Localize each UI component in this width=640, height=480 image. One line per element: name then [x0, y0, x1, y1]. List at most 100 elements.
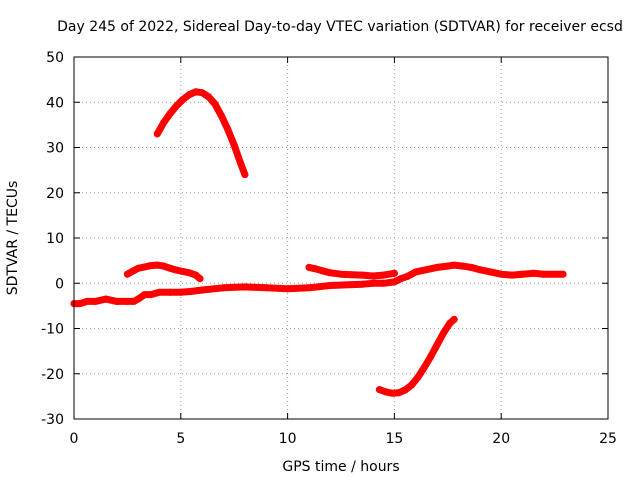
y-axis-label: SDTVAR / TECUs — [5, 181, 21, 296]
data-point — [284, 285, 292, 293]
y-tick-label: -20 — [41, 367, 64, 383]
data-point — [427, 353, 435, 361]
chart-title: Day 245 of 2022, Sidereal Day-to-day VTE… — [57, 19, 623, 35]
data-point — [305, 284, 313, 292]
data-point — [192, 88, 200, 96]
data-point — [173, 266, 180, 274]
data-point — [217, 112, 225, 120]
data-point — [179, 96, 187, 103]
data-point — [358, 280, 366, 288]
data-point — [497, 270, 505, 278]
data-point — [422, 266, 430, 274]
data-point — [147, 262, 155, 270]
data-point — [412, 268, 420, 276]
data-point — [397, 275, 405, 283]
data-point — [153, 261, 161, 269]
data-point — [348, 281, 356, 289]
data-point — [211, 100, 219, 108]
data-point — [123, 270, 131, 278]
data-point — [408, 381, 415, 389]
y-tick-label: 50 — [46, 50, 64, 66]
data-point — [153, 130, 161, 138]
data-point — [358, 271, 366, 279]
data-point — [433, 263, 441, 271]
x-axis-label: GPS time / hours — [282, 459, 399, 475]
series-arc-3 — [153, 88, 249, 179]
data-point — [559, 270, 567, 278]
data-series — [70, 88, 567, 397]
data-point — [160, 262, 168, 270]
data-point — [551, 270, 559, 278]
x-tick-label: 25 — [599, 431, 617, 447]
data-point — [177, 288, 185, 296]
data-point — [102, 295, 110, 303]
data-point — [326, 269, 334, 277]
y-tick-label: -10 — [41, 322, 64, 338]
data-point — [83, 297, 91, 305]
data-point — [318, 267, 326, 275]
data-point — [348, 271, 356, 279]
data-point — [241, 171, 249, 179]
data-point — [311, 265, 319, 273]
data-point — [476, 266, 484, 274]
data-point — [134, 264, 142, 272]
data-point — [382, 388, 390, 396]
data-point — [141, 263, 148, 271]
data-point — [450, 261, 458, 269]
data-point — [459, 262, 467, 270]
y-tick-label: 40 — [46, 95, 64, 111]
grid — [74, 57, 608, 419]
data-point — [123, 297, 131, 305]
data-point — [166, 264, 174, 272]
data-point — [508, 271, 516, 279]
data-point — [262, 284, 270, 292]
data-point — [198, 89, 206, 97]
data-point — [326, 282, 334, 289]
data-point — [420, 363, 428, 371]
x-tick-label: 15 — [385, 431, 403, 447]
data-point — [166, 288, 174, 296]
data-point — [220, 284, 227, 292]
x-tick-label: 20 — [492, 431, 510, 447]
y-tick-label: 30 — [46, 141, 64, 157]
data-point — [155, 288, 163, 296]
data-point — [188, 287, 195, 295]
data-point — [237, 159, 245, 167]
data-point — [305, 263, 313, 271]
data-point — [450, 315, 458, 323]
data-point — [147, 291, 155, 299]
axes: 0 5 10 15 20 25 -30 -20 -10 0 10 20 30 40 50 — [41, 50, 617, 447]
data-point — [433, 341, 441, 349]
data-point — [76, 300, 84, 308]
x-tick-label: 5 — [176, 431, 185, 447]
data-point — [414, 373, 422, 381]
data-point — [390, 269, 398, 277]
data-point — [388, 389, 396, 397]
data-point — [160, 119, 168, 127]
data-point — [141, 291, 148, 299]
y-tick-label: 0 — [55, 276, 64, 292]
data-point — [380, 271, 388, 279]
y-tick-label: 20 — [46, 186, 64, 202]
x-tick-label: 10 — [279, 431, 297, 447]
data-point — [375, 386, 383, 394]
data-point — [91, 297, 99, 305]
data-point — [230, 141, 238, 149]
data-point — [444, 262, 452, 270]
data-point — [166, 110, 174, 118]
data-point — [185, 91, 193, 99]
data-point — [134, 295, 142, 303]
data-point — [395, 389, 403, 397]
data-point — [403, 273, 411, 280]
data-point — [113, 297, 121, 305]
data-point — [337, 270, 345, 278]
data-point — [540, 270, 548, 278]
data-point — [467, 263, 475, 271]
data-point — [196, 275, 204, 283]
data-point — [173, 102, 180, 110]
data-point — [519, 270, 527, 278]
data-point — [487, 268, 494, 276]
data-point — [185, 269, 193, 277]
data-point — [205, 93, 213, 101]
